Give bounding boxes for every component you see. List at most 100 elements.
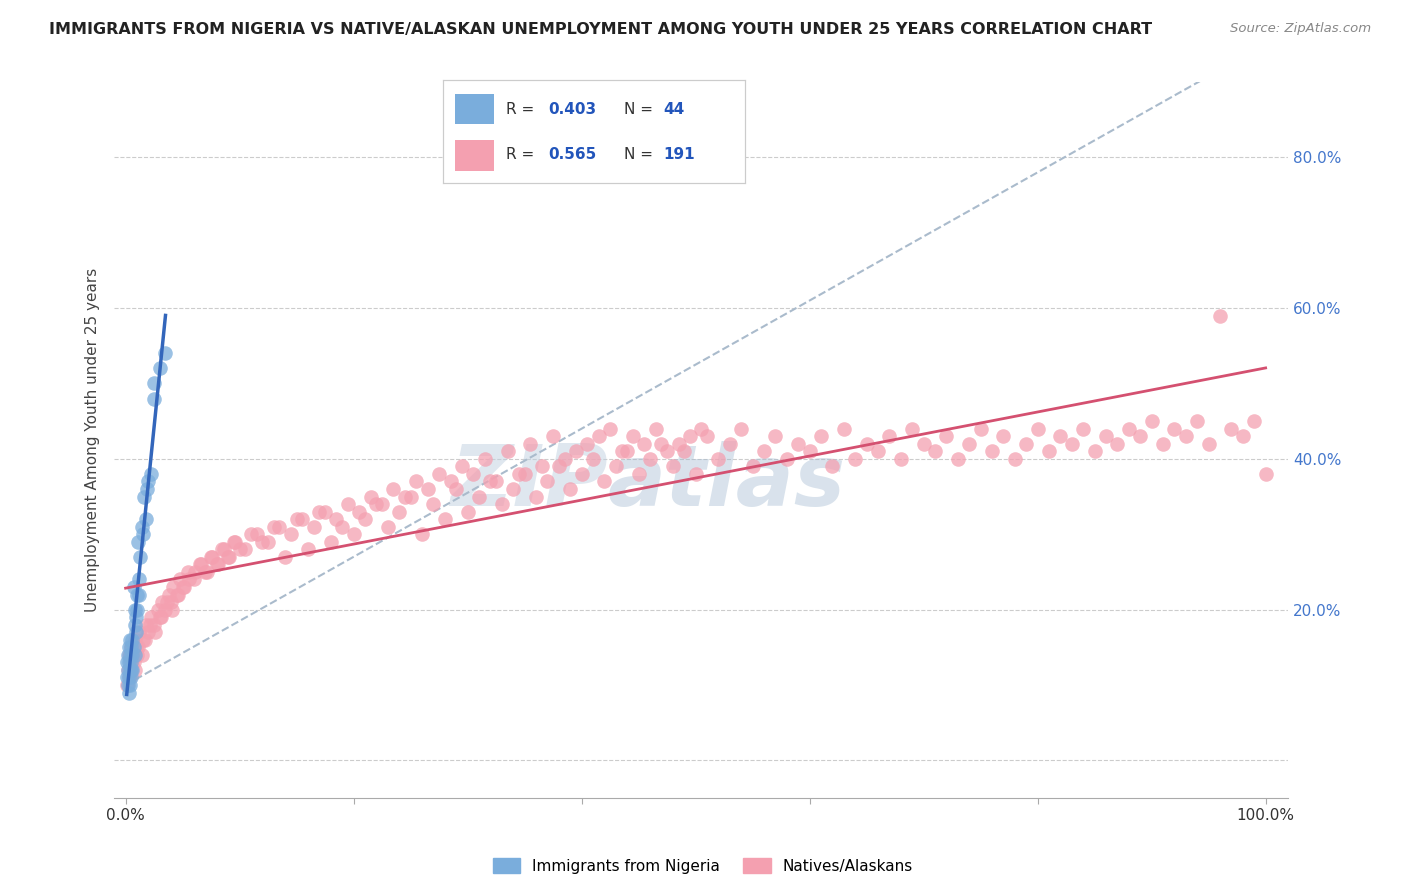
- Point: [1071, 422, 1094, 436]
- Point: [120, 640, 142, 655]
- Point: [416, 482, 439, 496]
- Point: [308, 505, 330, 519]
- Bar: [456, 140, 495, 170]
- Point: [132, 490, 155, 504]
- Point: [125, 610, 148, 624]
- Point: [246, 527, 269, 541]
- Point: [118, 640, 141, 655]
- Point: [479, 475, 502, 489]
- Text: 0.403: 0.403: [548, 102, 596, 117]
- Point: [519, 436, 541, 450]
- Point: [832, 422, 855, 436]
- Point: [201, 549, 224, 564]
- Point: [730, 422, 752, 436]
- Point: [120, 663, 142, 677]
- Point: [120, 678, 142, 692]
- Text: 44: 44: [664, 102, 685, 117]
- Point: [1209, 309, 1232, 323]
- Point: [508, 467, 530, 481]
- Point: [117, 663, 139, 677]
- Point: [1015, 436, 1038, 450]
- Point: [576, 436, 599, 450]
- Point: [536, 475, 558, 489]
- Point: [342, 527, 364, 541]
- Point: [157, 588, 180, 602]
- Point: [593, 475, 616, 489]
- Point: [125, 648, 148, 662]
- Point: [690, 422, 713, 436]
- Point: [218, 549, 240, 564]
- Point: [679, 429, 702, 443]
- Point: [560, 482, 582, 496]
- Point: [924, 444, 946, 458]
- Point: [131, 519, 153, 533]
- Point: [553, 451, 575, 466]
- Point: [752, 444, 775, 458]
- Point: [205, 558, 228, 572]
- Point: [935, 429, 957, 443]
- Point: [946, 451, 969, 466]
- Point: [1163, 422, 1185, 436]
- Point: [143, 617, 166, 632]
- Point: [912, 436, 935, 450]
- Text: 191: 191: [664, 146, 695, 161]
- Point: [1232, 429, 1254, 443]
- Point: [468, 490, 491, 504]
- Point: [118, 656, 141, 670]
- Point: [866, 444, 889, 458]
- Point: [124, 602, 146, 616]
- Point: [143, 392, 166, 406]
- Point: [184, 565, 207, 579]
- Point: [143, 625, 166, 640]
- Point: [120, 670, 142, 684]
- Point: [117, 663, 139, 677]
- Point: [444, 482, 467, 496]
- Point: [627, 467, 650, 481]
- Point: [302, 519, 325, 533]
- Point: [136, 482, 159, 496]
- Bar: [456, 94, 495, 124]
- Point: [1198, 436, 1220, 450]
- Point: [810, 429, 832, 443]
- Point: [125, 602, 148, 616]
- Point: [179, 573, 201, 587]
- Point: [1095, 429, 1118, 443]
- Point: [638, 451, 661, 466]
- Point: [547, 459, 569, 474]
- Point: [439, 475, 461, 489]
- Point: [120, 632, 142, 647]
- Point: [650, 436, 672, 450]
- Point: [354, 512, 377, 526]
- Point: [118, 670, 141, 684]
- Point: [120, 640, 142, 655]
- Y-axis label: Unemployment Among Youth under 25 years: Unemployment Among Youth under 25 years: [86, 268, 100, 612]
- Point: [228, 542, 250, 557]
- Point: [120, 656, 142, 670]
- Point: [257, 534, 280, 549]
- Point: [129, 549, 152, 564]
- Point: [134, 632, 156, 647]
- Point: [588, 429, 610, 443]
- Point: [451, 459, 474, 474]
- Point: [314, 505, 336, 519]
- Point: [582, 451, 605, 466]
- Point: [776, 451, 799, 466]
- Point: [571, 467, 593, 481]
- Point: [146, 602, 169, 616]
- Point: [118, 685, 141, 699]
- Point: [673, 444, 696, 458]
- Point: [149, 610, 172, 624]
- Legend: Immigrants from Nigeria, Natives/Alaskans: Immigrants from Nigeria, Natives/Alaskan…: [486, 852, 920, 880]
- Point: [125, 625, 148, 640]
- Point: [541, 429, 564, 443]
- Point: [274, 549, 297, 564]
- Point: [336, 497, 359, 511]
- Point: [200, 549, 222, 564]
- Point: [799, 444, 821, 458]
- Point: [156, 595, 179, 609]
- Point: [496, 444, 519, 458]
- Point: [139, 467, 162, 481]
- Point: [1038, 444, 1060, 458]
- Point: [405, 475, 427, 489]
- Point: [765, 429, 787, 443]
